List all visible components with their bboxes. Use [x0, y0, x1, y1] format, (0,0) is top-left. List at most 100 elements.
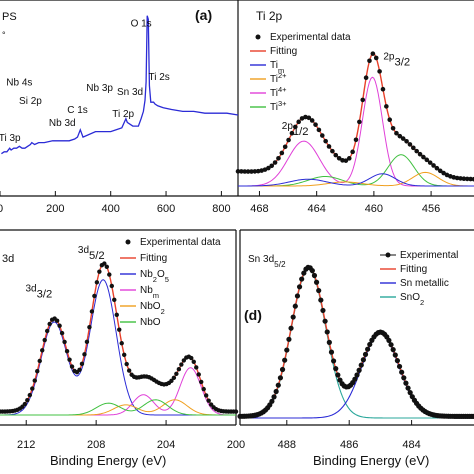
experimental-point — [354, 372, 360, 378]
experimental-point — [400, 136, 406, 141]
legend-entry: NbO — [140, 317, 161, 328]
peak-label: Nb 3d — [49, 118, 76, 129]
experimental-point — [350, 149, 355, 155]
nb-title-fragment: 3d — [2, 253, 14, 265]
legend-entry: Nb2O5 — [140, 269, 169, 284]
experimental-point — [284, 347, 290, 353]
experimental-point — [326, 144, 332, 149]
peak-label: 3d5/2 — [78, 245, 105, 262]
experimental-point — [196, 372, 201, 377]
legend-entry: Ti3+ — [270, 99, 287, 114]
legend-entry: Experimental data — [270, 32, 351, 43]
experimental-point — [360, 97, 366, 103]
panel-d-label: (d) — [244, 307, 262, 323]
experimental-point — [252, 169, 258, 174]
sn-title: Sn 3d5/2 — [248, 254, 286, 269]
experimental-point — [320, 307, 326, 314]
experimental-point — [27, 392, 33, 398]
x-tick-label: 460 — [365, 203, 383, 215]
component-curve — [238, 171, 474, 187]
component-curve — [0, 279, 236, 416]
experimental-point — [316, 127, 322, 133]
experimental-point — [394, 130, 399, 136]
experimental-point — [431, 163, 436, 168]
component-curve — [0, 399, 236, 416]
survey-spectrum-line — [1, 15, 239, 155]
experimental-point — [179, 362, 184, 367]
experimental-point — [32, 378, 37, 383]
experimental-point — [37, 358, 42, 364]
legend-entry: SnO2 — [400, 292, 424, 307]
legend-entry: Ti4+ — [270, 85, 287, 100]
peak-label: Nb 4s — [6, 78, 32, 89]
experimental-point — [353, 137, 359, 143]
experimental-point — [249, 169, 254, 174]
x-axis-title-left: Binding Energy (eV) — [50, 453, 166, 468]
legend-marker — [125, 239, 131, 245]
experimental-point — [468, 176, 473, 182]
experimental-point — [407, 390, 413, 396]
x-tick-label: 486 — [340, 439, 358, 451]
experimental-point — [401, 375, 407, 381]
experimental-point — [84, 339, 90, 345]
component-curve — [0, 399, 236, 416]
experimental-point — [434, 165, 440, 171]
experimental-point — [322, 318, 328, 324]
experimental-point — [35, 369, 40, 374]
ti-2p-panel: 468 464 460 456 2p3/2 2p1/2 Experimental data F… — [235, 32, 474, 215]
experimental-point — [275, 382, 281, 388]
legend-entry: Fitting — [400, 264, 427, 275]
experimental-point — [277, 375, 284, 381]
experimental-point — [69, 364, 75, 369]
experimental-point — [203, 393, 209, 398]
experimental-point — [279, 150, 285, 156]
experimental-point — [323, 138, 328, 144]
experimental-point — [390, 125, 396, 131]
experimental-point — [299, 276, 305, 282]
experimental-point — [272, 160, 278, 165]
experimental-point — [114, 312, 119, 318]
experimental-point — [206, 398, 211, 403]
legend-marker — [385, 252, 391, 258]
experimental-point — [454, 175, 460, 181]
experimental-point — [296, 284, 303, 290]
experimental-point — [414, 148, 419, 154]
nb-3d-panel: 212 208 204 200 3d5/2 3d3/2 3d Experimental dat… — [0, 237, 245, 451]
experimental-point — [392, 352, 398, 358]
x-tick-label: 600 — [157, 203, 175, 215]
panel-b-frame — [238, 0, 474, 197]
experimental-point — [404, 138, 409, 144]
experimental-point — [365, 346, 371, 352]
experimental-point — [181, 358, 187, 363]
experimental-point — [169, 378, 174, 384]
experimental-point — [318, 297, 324, 303]
panel-c-frame — [0, 229, 237, 426]
experimental-point — [352, 376, 358, 382]
experimental-point — [273, 388, 279, 395]
experimental-point — [363, 75, 369, 81]
experimental-point — [82, 352, 87, 357]
experimental-point — [441, 170, 446, 176]
experimental-point — [331, 358, 337, 364]
experimental-point — [242, 169, 248, 174]
experimental-point — [437, 168, 443, 174]
experimental-point — [407, 142, 413, 147]
experimental-point — [124, 361, 129, 367]
x-tick-label: 488 — [278, 439, 296, 451]
legend-entry: Tim — [270, 60, 284, 75]
legend-marker — [255, 34, 261, 40]
legend-entry: Ti2+ — [270, 71, 287, 86]
experimental-point — [107, 272, 112, 277]
experimental-point — [279, 366, 286, 373]
experimental-point — [79, 361, 85, 367]
experimental-point — [397, 133, 403, 139]
x-tick-label: 800 — [212, 203, 230, 215]
experimental-point — [386, 337, 392, 344]
experimental-point — [377, 69, 382, 74]
experimental-point — [92, 293, 97, 299]
legend-entry: Sn metallic — [400, 278, 449, 289]
experimental-point — [394, 358, 401, 364]
experimental-point — [316, 287, 322, 294]
experimental-point — [25, 398, 30, 403]
